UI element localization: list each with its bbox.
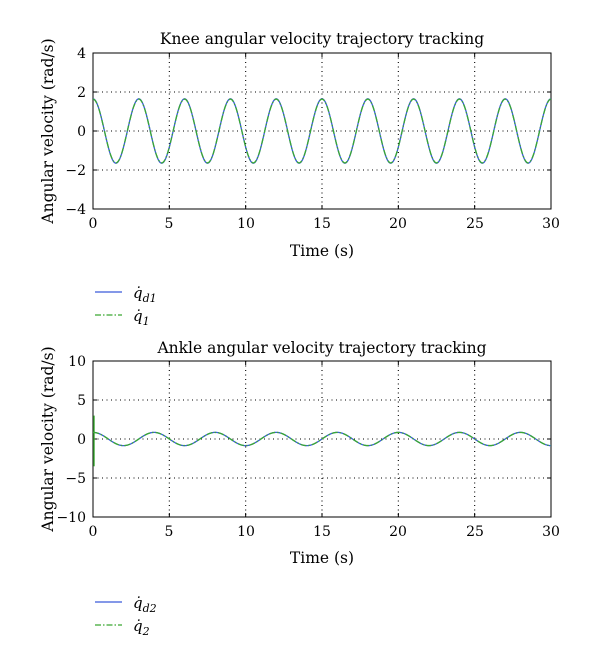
ankle-legend: q̇d2 q̇2 [95,594,157,638]
ankle-series-layer [92,415,552,467]
ankle-series-actual-line [92,431,552,447]
knee-plot-frame [92,52,552,210]
ankle-xtick-label: 25 [466,524,484,540]
ankle-chart-title: Ankle angular velocity trajectory tracki… [156,339,486,357]
knee-series-actual-line [92,98,552,164]
ankle-plot-frame [92,360,552,518]
ankle-xtick-label: 5 [165,524,174,540]
knee-ytick-label: 0 [77,124,86,140]
knee-series-desired-line [92,98,552,164]
knee-xtick-label: 10 [237,216,255,232]
knee-xtick-label: 15 [313,216,331,232]
knee-legend: q̇d1 q̇1 [95,284,157,328]
ankle-legend-label-actual: q̇2 [133,617,150,638]
ankle-xtick-label: 10 [237,524,255,540]
knee-chart: Knee angular velocity trajectory trackin… [39,30,560,328]
ankle-y-ticks: 10 5 0 −5 −10 [56,354,86,526]
ankle-ytick-label: 5 [77,393,86,409]
knee-xtick-label: 5 [165,216,174,232]
ankle-y-axis-label: Angular velocity (rad/s) [39,346,57,532]
ankle-ytick-label: −10 [56,510,86,526]
ankle-ytick-label: 10 [68,354,86,370]
knee-series-layer [92,98,552,164]
knee-xtick-label: 30 [542,216,560,232]
knee-x-ticks: 0 5 10 15 20 25 30 [89,216,560,232]
knee-ytick-label: −4 [65,202,86,218]
ankle-ytick-label: 0 [77,432,86,448]
knee-y-ticks: 4 2 0 −2 −4 [65,46,86,218]
ankle-xtick-label: 0 [89,524,98,540]
knee-chart-title: Knee angular velocity trajectory trackin… [160,30,484,48]
knee-ytick-label: 4 [77,46,86,62]
ankle-x-ticks: 0 5 10 15 20 25 30 [89,524,560,540]
knee-x-axis-label: Time (s) [290,242,354,260]
knee-xtick-label: 20 [389,216,407,232]
knee-ytick-label: 2 [77,85,86,101]
ankle-xtick-label: 15 [313,524,331,540]
ankle-xtick-label: 20 [389,524,407,540]
ankle-ytick-label: −5 [65,471,86,487]
knee-ytick-label: −2 [65,163,86,179]
ankle-xtick-label: 30 [542,524,560,540]
ankle-legend-label-desired: q̇d2 [133,594,157,615]
knee-xtick-label: 0 [89,216,98,232]
knee-grid [92,52,552,210]
ankle-chart: Ankle angular velocity trajectory tracki… [39,339,560,638]
knee-legend-label-desired: q̇d1 [133,284,157,305]
knee-legend-label-actual: q̇1 [133,307,150,328]
ankle-x-axis-label: Time (s) [290,549,354,567]
knee-y-axis-label: Angular velocity (rad/s) [39,38,57,224]
knee-xtick-label: 25 [466,216,484,232]
